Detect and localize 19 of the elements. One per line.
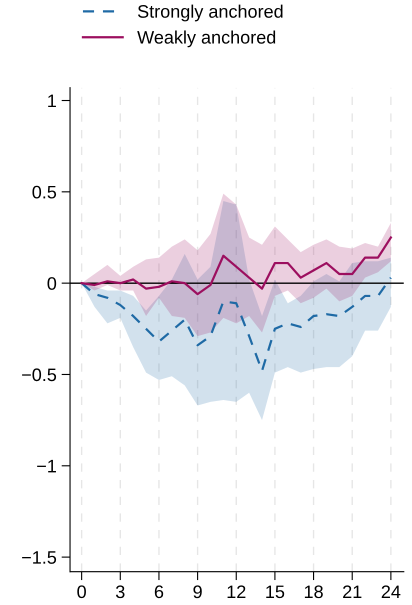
legend-label: Weakly anchored: [137, 30, 276, 48]
x-tick-label: 3: [116, 585, 125, 598]
x-tick-label: 24: [382, 585, 400, 598]
y-tick-label: 1: [48, 94, 56, 108]
legend-label: Strongly anchored: [138, 4, 282, 22]
y-tick-label: −1: [37, 460, 56, 472]
y-tick-label: 0: [48, 277, 56, 290]
x-tick-label: 12: [228, 585, 246, 598]
x-tick-label: 0: [77, 585, 86, 598]
x-tick-label: 21: [343, 585, 362, 598]
x-tick-label: 6: [154, 585, 164, 598]
line-series: [80, 236, 392, 296]
y-tick-label: −1.5: [22, 551, 56, 564]
y-tick-label: −0.5: [22, 368, 56, 382]
y-tick-label: 0.5: [32, 186, 56, 199]
x-tick-label: 9: [193, 585, 202, 598]
x-tick-label: 18: [304, 585, 323, 598]
x-tick-label: 15: [266, 586, 284, 598]
line-series: [80, 276, 392, 372]
